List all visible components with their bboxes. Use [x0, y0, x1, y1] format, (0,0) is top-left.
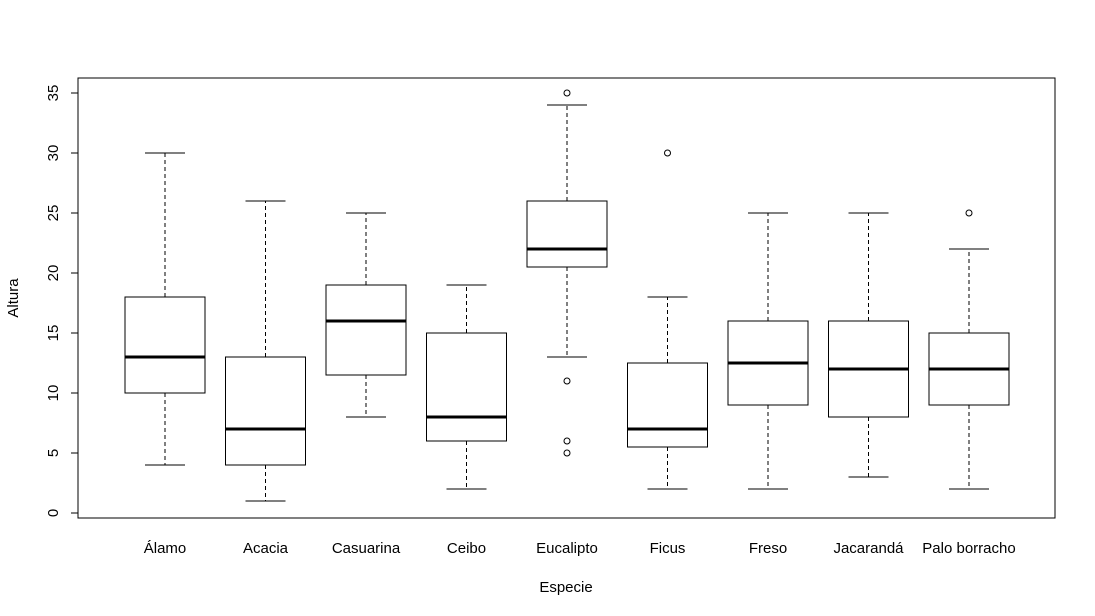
outlier-point	[563, 449, 571, 457]
box-group	[828, 212, 909, 478]
outlier-point	[664, 149, 671, 157]
outlier-point	[563, 437, 571, 445]
y-tick-label: 30	[45, 145, 62, 162]
box-group	[124, 152, 206, 466]
box-group	[928, 209, 1010, 490]
x-tick-label: Acacia	[243, 540, 289, 557]
x-tick-label: Freso	[749, 540, 787, 557]
x-tick-label: Ficus	[650, 540, 686, 557]
box-group	[225, 200, 306, 502]
x-tick-label: Eucalipto	[536, 540, 598, 557]
box-group	[325, 212, 407, 418]
iqr-box	[225, 356, 306, 466]
box-group	[727, 212, 809, 490]
iqr-box	[124, 296, 206, 394]
x-tick-label: Álamo	[144, 540, 187, 557]
x-tick-label: Palo borracho	[922, 540, 1015, 557]
outlier-point	[563, 89, 571, 97]
outlier-point	[965, 209, 973, 217]
iqr-box	[325, 284, 407, 376]
box-group	[627, 149, 708, 490]
y-tick-label: 15	[45, 325, 62, 342]
y-tick-label: 35	[45, 85, 62, 102]
x-tick-label: Ceibo	[447, 540, 486, 557]
x-tick-label: Casuarina	[332, 540, 401, 557]
y-tick-label: 0	[45, 509, 62, 517]
y-tick-label: 5	[45, 449, 62, 457]
outlier-point	[563, 377, 571, 385]
boxes	[124, 89, 1010, 502]
y-tick-label: 10	[45, 385, 62, 402]
y-axis-label: Altura	[5, 278, 22, 318]
x-tick-label: Jacarandá	[833, 540, 904, 557]
iqr-box	[627, 362, 708, 448]
y-axis: 0 5 10 15 20 25 30 35	[45, 85, 79, 517]
box-group	[526, 89, 608, 457]
x-axis: Álamo Acacia Casuarina Ceibo Eucalipto Ficus F…	[144, 540, 1016, 557]
y-tick-label: 20	[45, 265, 62, 282]
box-group	[426, 284, 507, 490]
iqr-box	[426, 332, 507, 442]
y-tick-label: 25	[45, 205, 62, 222]
x-axis-label: Especie	[539, 579, 592, 596]
iqr-box	[526, 200, 608, 268]
